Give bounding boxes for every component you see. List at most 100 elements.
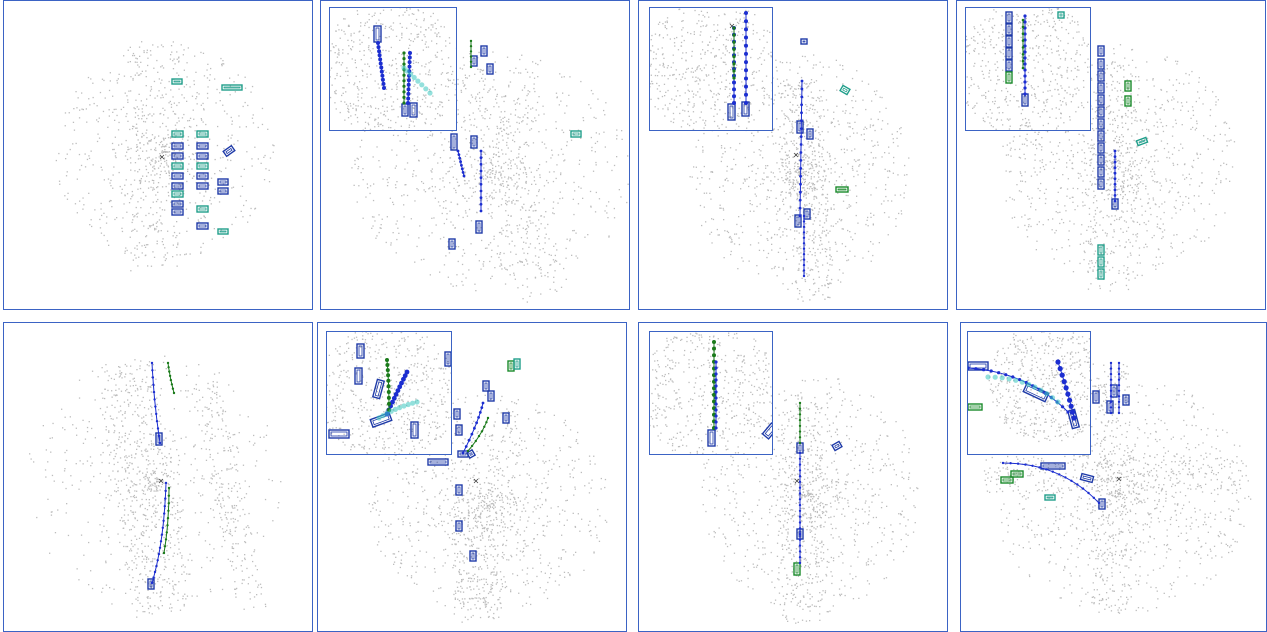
- trajectory: [732, 26, 736, 80]
- inset-6: [327, 332, 451, 454]
- zoom-inset: [329, 7, 457, 131]
- vehicle-box: [761, 422, 772, 440]
- lidar-points: [193, 381, 267, 610]
- vehicle-box: [487, 390, 495, 402]
- vehicle-box: [171, 200, 184, 208]
- vehicle-box: [1005, 35, 1013, 48]
- zoom-inset: [967, 331, 1091, 455]
- vehicle-box: [171, 152, 184, 160]
- alternative-trajectories: [985, 374, 1061, 405]
- trajectory: [798, 401, 802, 445]
- lidar-points: [448, 61, 567, 303]
- trajectory: [385, 358, 391, 412]
- vehicle-box: [570, 130, 582, 138]
- vehicle-box: [1000, 476, 1014, 484]
- scene-5: ×: [29, 355, 282, 618]
- vehicle-box: [171, 162, 184, 170]
- vehicle-box: [196, 130, 209, 138]
- vehicle-box: [1044, 494, 1056, 501]
- trajectory: [798, 79, 804, 218]
- vehicle-box: [465, 448, 477, 460]
- scene-3: ×: [689, 38, 910, 302]
- vehicle-box: [221, 84, 243, 91]
- lidar-points: [966, 8, 1090, 130]
- ego-marker: ×: [1116, 475, 1123, 484]
- vehicle-box: [475, 220, 483, 234]
- vehicle-box: [1097, 118, 1105, 130]
- vehicle-box: [171, 190, 184, 198]
- vehicle-box: [1092, 390, 1100, 404]
- vehicle-box: [171, 208, 184, 216]
- vehicle-box: [1135, 136, 1149, 147]
- vehicle-box: [502, 412, 510, 424]
- inset-3: ×: [650, 8, 772, 130]
- vehicle-box: [968, 361, 989, 371]
- vehicle-box: [171, 142, 184, 150]
- vehicle-box: [1097, 45, 1105, 57]
- vehicle-box: [1097, 154, 1105, 166]
- scene-7: ×: [701, 378, 919, 624]
- vehicle-box: [196, 142, 209, 150]
- vehicle-box: [835, 186, 849, 193]
- ego-marker: ×: [158, 477, 165, 486]
- vehicle-box: [356, 343, 365, 359]
- vehicle-box: [1097, 142, 1105, 154]
- zoom-inset: [965, 7, 1091, 131]
- vehicle-box: [455, 484, 463, 496]
- vehicle-box: [800, 38, 808, 45]
- vehicle-box: [371, 378, 386, 400]
- lidar-points: [988, 332, 1090, 443]
- vehicle-box: [171, 182, 184, 190]
- trajectory: [744, 11, 748, 105]
- vehicle-box: [707, 429, 716, 447]
- lidar-points: [780, 81, 833, 302]
- lidar-points: [650, 8, 772, 130]
- vehicle-box: [1005, 59, 1013, 72]
- lidar-points: [983, 453, 1242, 495]
- lidar-points: [689, 54, 910, 291]
- vehicle-box: [196, 182, 209, 190]
- trajectory: [162, 486, 171, 555]
- lidar-points: [327, 332, 451, 454]
- trajectory: [1117, 361, 1121, 415]
- trajectory: [1023, 14, 1027, 96]
- vehicle-box: [470, 55, 478, 67]
- trajectory: [150, 361, 162, 445]
- scene-2: [351, 39, 629, 303]
- trajectory: [712, 340, 716, 430]
- lidar-points: [994, 373, 1252, 612]
- lidar-points: [129, 41, 181, 272]
- lidar-points: [97, 361, 193, 618]
- vehicle-box: [793, 562, 801, 576]
- vehicle-box: [401, 103, 409, 117]
- ego-marker: ×: [159, 153, 166, 162]
- vehicle-box: [196, 162, 209, 170]
- panel-3: × ×: [638, 0, 948, 310]
- trajectory: [461, 401, 485, 455]
- vehicle-box: [450, 133, 458, 151]
- vehicle-box: [217, 228, 229, 235]
- ego-marker: ×: [729, 22, 736, 31]
- trajectory: [1001, 461, 1101, 505]
- vehicle-box: [196, 152, 209, 160]
- vehicle-box: [968, 403, 983, 411]
- vehicle-box: [486, 63, 494, 75]
- trajectory: [479, 149, 483, 213]
- trajectory: [714, 360, 718, 430]
- vehicle-box: [831, 440, 843, 452]
- vehicle-box: [448, 238, 456, 250]
- ego-marker: ×: [793, 151, 800, 160]
- vehicle-box: [1005, 11, 1013, 24]
- lidar-points: [351, 51, 629, 292]
- vehicle-box: [1005, 71, 1013, 84]
- vehicle-box: [171, 172, 184, 180]
- panel-5: ×: [3, 322, 313, 632]
- trajectory: [166, 361, 176, 395]
- vehicle-box: [1097, 256, 1105, 268]
- lidar-points: [1002, 44, 1236, 279]
- vehicle-box: [453, 408, 461, 420]
- inset-8: [968, 332, 1090, 443]
- trajectory: [1113, 149, 1117, 203]
- vehicle-box: [444, 351, 451, 367]
